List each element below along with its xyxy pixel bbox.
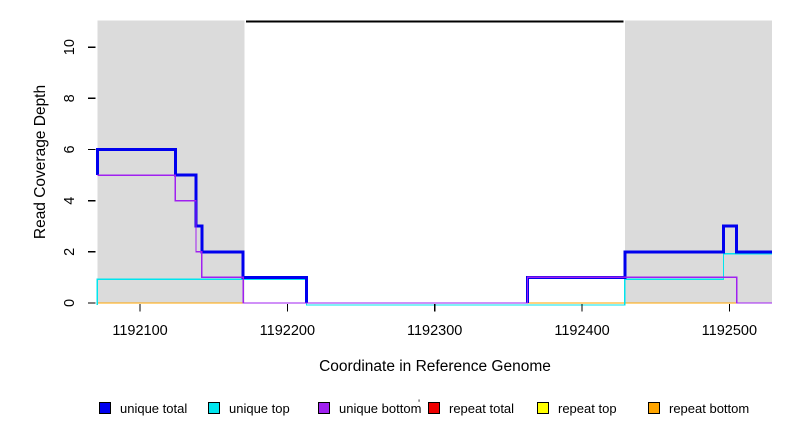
x-tick-label-1192500: 1192500 [702,323,757,339]
y-tick-label-10: 10 [62,39,78,55]
legend-label: repeat top [558,400,617,416]
legend-label: repeat bottom [669,400,750,416]
y-tick-label-4: 4 [62,197,78,205]
legend-label: unique total [120,400,188,416]
y-tick-label-6: 6 [62,145,78,153]
legend-item-repeat-top: repeat top [537,398,617,418]
x-axis-title: Coordinate in Reference Genome [319,358,551,375]
x-tick-label-1192400: 1192400 [554,323,609,339]
legend-label: unique top [229,400,290,416]
x-tick-label-1192300: 1192300 [407,323,462,339]
legend-swatch-unique-top [208,402,220,414]
legend-item-unique-bottom: unique bottom [318,398,421,418]
legend-item-repeat-total: repeat total [428,398,514,418]
x-tick-label-1192100: 1192100 [112,323,167,339]
legend-item-unique-total: unique total [99,398,187,418]
shaded-repeat-regions [97,20,773,304]
y-tick-label-8: 8 [62,94,78,102]
legend-item-unique-top: unique top [208,398,290,418]
series-line-unique-top [96,253,773,306]
stray-mark: ' [418,398,421,410]
axes: 1192100 1192200 1192300 1192400 1192500 0 2 4 6 8… [62,39,757,339]
legend-swatch-repeat-top [537,402,549,414]
x-tick-label-1192200: 1192200 [260,323,315,339]
y-tick-label-2: 2 [62,248,78,256]
shaded-region-1 [624,20,773,304]
legend-swatch-unique-total [99,402,111,414]
coverage-series-lines [95,147,773,306]
legend-label: unique bottom [339,400,422,416]
y-axis-title: Read Coverage Depth [32,85,49,239]
legend-label: repeat total [449,400,515,416]
shaded-region-0 [97,20,245,304]
y-tick-label-0: 0 [62,299,78,307]
legend-swatch-repeat-bottom [648,402,660,414]
legend-swatch-unique-bottom [318,402,330,414]
series-line-unique-bottom [97,174,773,304]
legend-swatch-repeat-total [428,402,440,414]
legend: unique total unique top unique bottom repea… [0,398,792,422]
legend-item-repeat-bottom: repeat bottom [648,398,749,418]
